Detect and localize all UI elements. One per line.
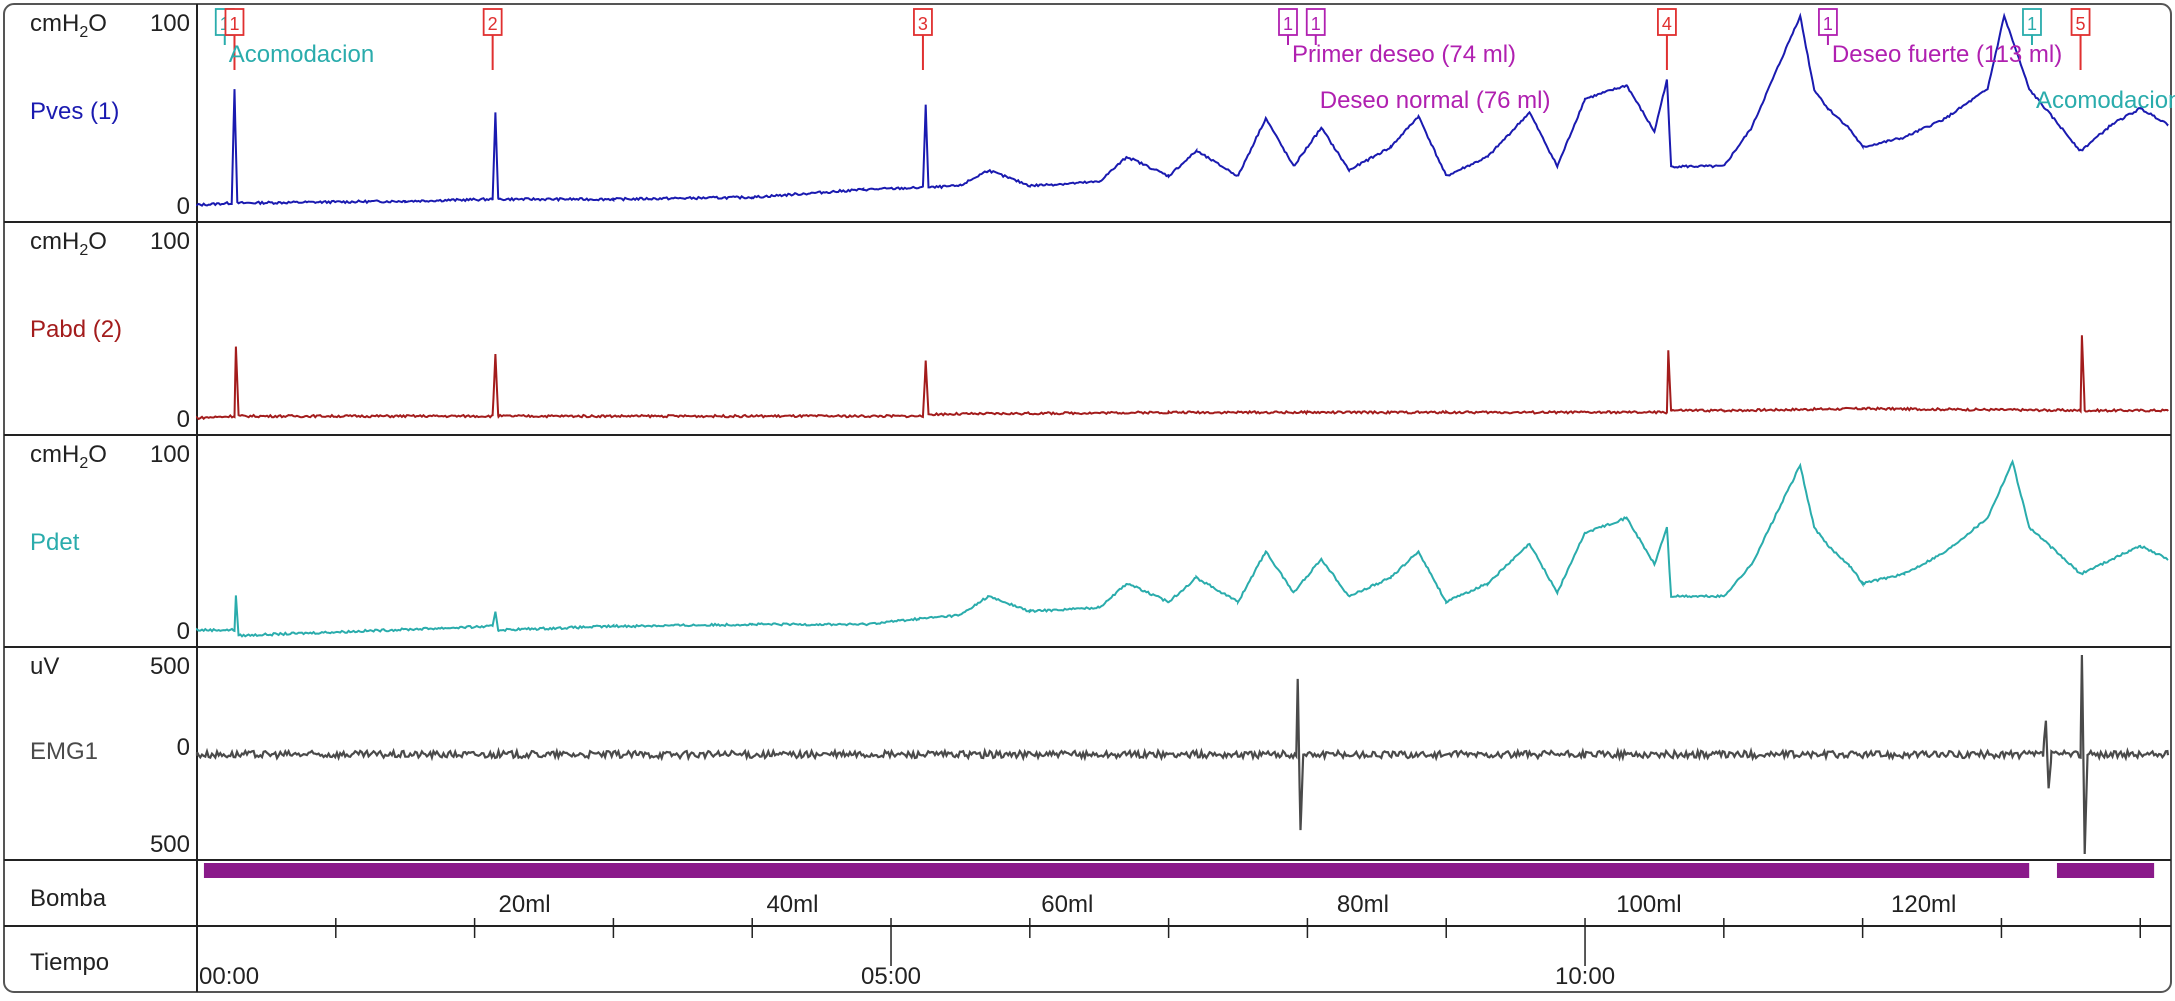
tiempo-label: Tiempo [30, 949, 109, 976]
marker: 1 [2022, 8, 2042, 36]
time-tick-label: 05:00 [861, 963, 921, 990]
marker: 4 [1657, 8, 1677, 36]
channel-label: Pabd (2) [30, 316, 122, 343]
volume-tick-label: 120ml [1891, 891, 1956, 918]
channel-label: EMG1 [30, 738, 98, 765]
panel-pabd: cmH2O 100 Pabd (2) 0 [30, 228, 2169, 433]
panel-pdet: cmH2O 100 Pdet 0 [30, 441, 2169, 645]
unit-suffix: O [88, 441, 107, 468]
panel-emg: uV 500 EMG1 0 500 [30, 653, 2170, 858]
unit-label: cmH2O [30, 10, 107, 41]
marker-box [1818, 8, 1838, 36]
time-tick-label: 10:00 [1555, 963, 1615, 990]
unit-label: uV [30, 653, 59, 680]
marker-number: 1 [229, 14, 239, 34]
y-min-label: 0 [177, 618, 190, 645]
marker-number: 1 [1311, 14, 1321, 34]
volume-tick-label: 20ml [499, 891, 551, 918]
marker-number: 1 [1283, 14, 1293, 34]
marker-box [2070, 8, 2091, 36]
unit-prefix: uV [30, 653, 59, 680]
volume-tick-label: 100ml [1616, 891, 1681, 918]
marker: 1 [1818, 8, 1838, 36]
y-max-label: 100 [150, 228, 190, 255]
bomba-bar [203, 863, 2030, 878]
marker: 5 [2070, 8, 2091, 36]
volume-tick-label: 80ml [1337, 891, 1389, 918]
marker-box [1657, 8, 1677, 36]
marker-box [1278, 8, 1298, 36]
time-tick-label: 00:00 [199, 963, 259, 990]
marker-number: 1 [1823, 14, 1833, 34]
y-max-label: 500 [150, 653, 190, 680]
marker-box [224, 8, 245, 36]
y-max-label: 100 [150, 441, 190, 468]
unit-suffix: O [88, 228, 107, 255]
marker-number: 4 [1662, 14, 1672, 34]
unit-suffix: O [88, 10, 107, 37]
marker-box [482, 8, 503, 36]
annotation-text: Acomodacion [229, 41, 374, 68]
trace-pabd [196, 335, 2169, 421]
marker-number: 2 [488, 14, 498, 34]
annotation-text: Acomodacion [2036, 87, 2175, 114]
y-min-label: 0 [177, 406, 190, 433]
unit-subscript: 2 [79, 242, 88, 259]
unit-prefix: cmH [30, 441, 79, 468]
annotation-text: Primer deseo (74 ml) [1292, 41, 1516, 68]
unit-prefix: cmH [30, 10, 79, 37]
marker: 1 [224, 8, 245, 36]
channel-label: Pves (1) [30, 98, 119, 125]
annotation-text: Deseo fuerte (113 ml) [1832, 41, 2062, 68]
unit-label: cmH2O [30, 228, 107, 259]
marker-number: 3 [918, 14, 928, 34]
marker: 3 [913, 8, 933, 36]
marker-box [2022, 8, 2042, 36]
trace-emg [195, 654, 2170, 855]
marker-number: 1 [2027, 14, 2037, 34]
unit-label: cmH2O [30, 441, 107, 472]
bomba-label: Bomba [30, 885, 107, 912]
marker-box [1305, 8, 1326, 36]
trace-pdet [196, 458, 2169, 638]
bomba-bar [2056, 863, 2155, 878]
y-min-label: 500 [150, 831, 190, 858]
unit-subscript: 2 [79, 455, 88, 472]
annotation-text: Deseo normal (76 ml) [1320, 87, 1551, 114]
volume-tick-label: 40ml [766, 891, 818, 918]
trace-pves [196, 12, 2169, 207]
marker: 1 [1305, 8, 1326, 36]
marker: 1 [1278, 8, 1298, 36]
y-min-label: 0 [177, 193, 190, 220]
channel-label: Pdet [30, 529, 80, 556]
y-max-label: 100 [150, 10, 190, 37]
marker-box [913, 8, 933, 36]
unit-subscript: 2 [79, 24, 88, 41]
unit-prefix: cmH [30, 228, 79, 255]
y-mid-label: 0 [177, 734, 190, 761]
marker-number: 5 [2076, 14, 2086, 34]
volume-tick-label: 60ml [1041, 891, 1093, 918]
marker: 2 [482, 8, 503, 36]
outer-frame [3, 3, 2172, 993]
